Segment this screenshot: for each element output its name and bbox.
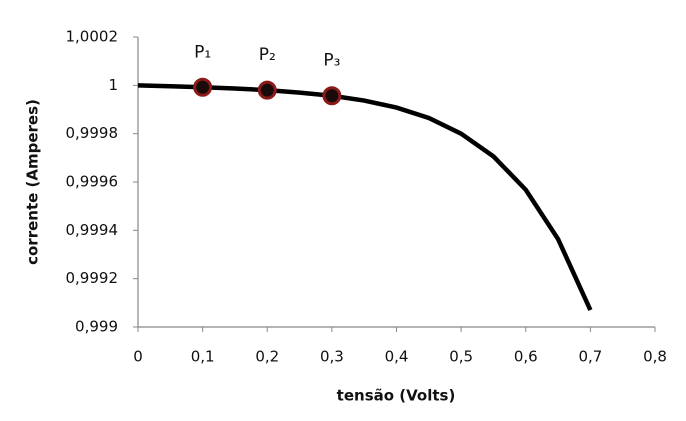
point-marker — [257, 80, 277, 100]
x-tick-label: 0,1 — [191, 348, 215, 366]
x-axis-title: tensão (Volts) — [337, 387, 456, 405]
y-tick-label: 1,0002 — [66, 28, 119, 46]
y-tick-label: 0,9998 — [66, 124, 119, 142]
y-axis-title: corrente (Amperes) — [24, 99, 42, 265]
x-tick-label: 0,7 — [578, 348, 602, 366]
x-tick-label: 0,3 — [320, 348, 344, 366]
x-tick-label: 0 — [133, 348, 143, 366]
y-tick-label: 1 — [108, 76, 118, 94]
curve — [137, 83, 593, 312]
point-label: P₂ — [259, 45, 276, 65]
y-tick-label: 0,9996 — [66, 173, 119, 191]
x-tick-label: 0,4 — [385, 348, 409, 366]
y-tick-label: 0,9992 — [66, 269, 119, 287]
point-marker — [322, 86, 342, 106]
y-tick-label: 0,9994 — [66, 221, 119, 239]
point-label: P₃ — [323, 51, 340, 71]
x-tick-label: 0,8 — [643, 348, 667, 366]
point-label: P₁ — [194, 42, 211, 62]
x-tick-label: 0,6 — [514, 348, 538, 366]
point-marker — [193, 77, 213, 97]
x-tick-label: 0,5 — [449, 348, 473, 366]
x-tick-label: 0,2 — [255, 348, 279, 366]
y-tick-label: 0,999 — [75, 318, 118, 336]
